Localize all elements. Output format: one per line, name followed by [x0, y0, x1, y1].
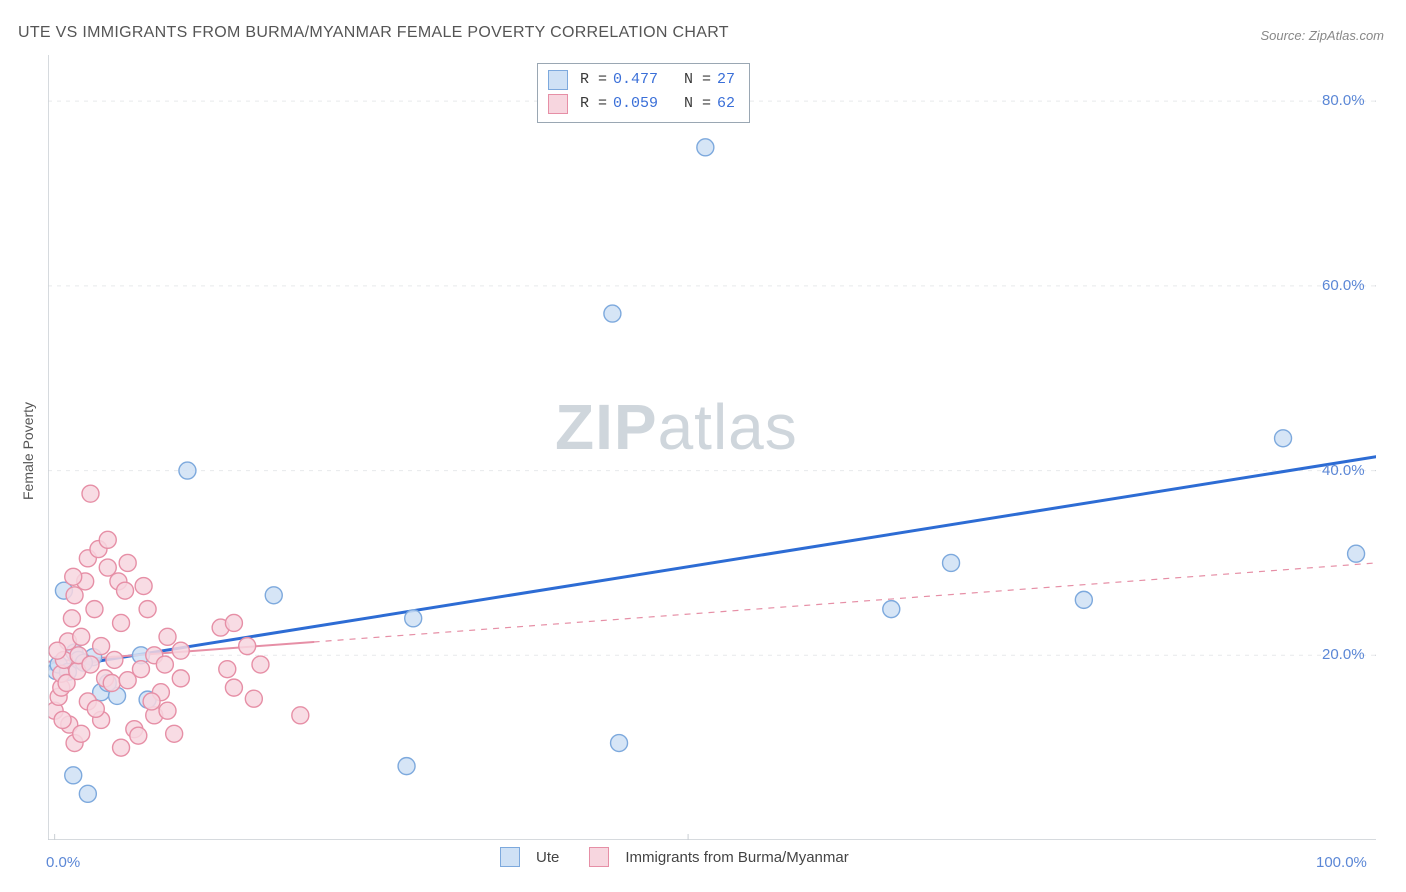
stat-r-label: R =	[580, 68, 607, 92]
stats-legend-row: R = 0.059 N = 62	[548, 92, 735, 116]
stat-r-label: R =	[580, 92, 607, 116]
y-tick-label: 40.0%	[1322, 462, 1365, 479]
y-tick-label: 20.0%	[1322, 646, 1365, 663]
y-tick-label: 80.0%	[1322, 92, 1365, 109]
series-legend: Ute Immigrants from Burma/Myanmar	[500, 847, 869, 867]
stat-n-value: 27	[717, 68, 735, 92]
chart-title: UTE VS IMMIGRANTS FROM BURMA/MYANMAR FEM…	[18, 24, 729, 42]
legend-swatch	[548, 94, 568, 114]
legend-label: Ute	[536, 849, 559, 866]
stat-n-label: N =	[684, 92, 711, 116]
x-tick-label: 100.0%	[1316, 854, 1367, 871]
source-label: Source: ZipAtlas.com	[1260, 28, 1384, 43]
stat-n-label: N =	[684, 68, 711, 92]
legend-swatch	[500, 847, 520, 867]
x-tick-label: 0.0%	[46, 854, 80, 871]
legend-swatch	[589, 847, 609, 867]
stat-r-value: 0.477	[613, 68, 658, 92]
y-axis-label: Female Poverty	[20, 402, 36, 500]
stats-legend-row: R = 0.477 N = 27	[548, 68, 735, 92]
legend-label: Immigrants from Burma/Myanmar	[625, 849, 848, 866]
y-tick-label: 60.0%	[1322, 277, 1365, 294]
stats-legend: R = 0.477 N = 27 R = 0.059 N = 62	[537, 63, 750, 123]
legend-swatch	[548, 70, 568, 90]
stat-n-value: 62	[717, 92, 735, 116]
scatter-chart	[48, 55, 1376, 840]
stat-r-value: 0.059	[613, 92, 658, 116]
